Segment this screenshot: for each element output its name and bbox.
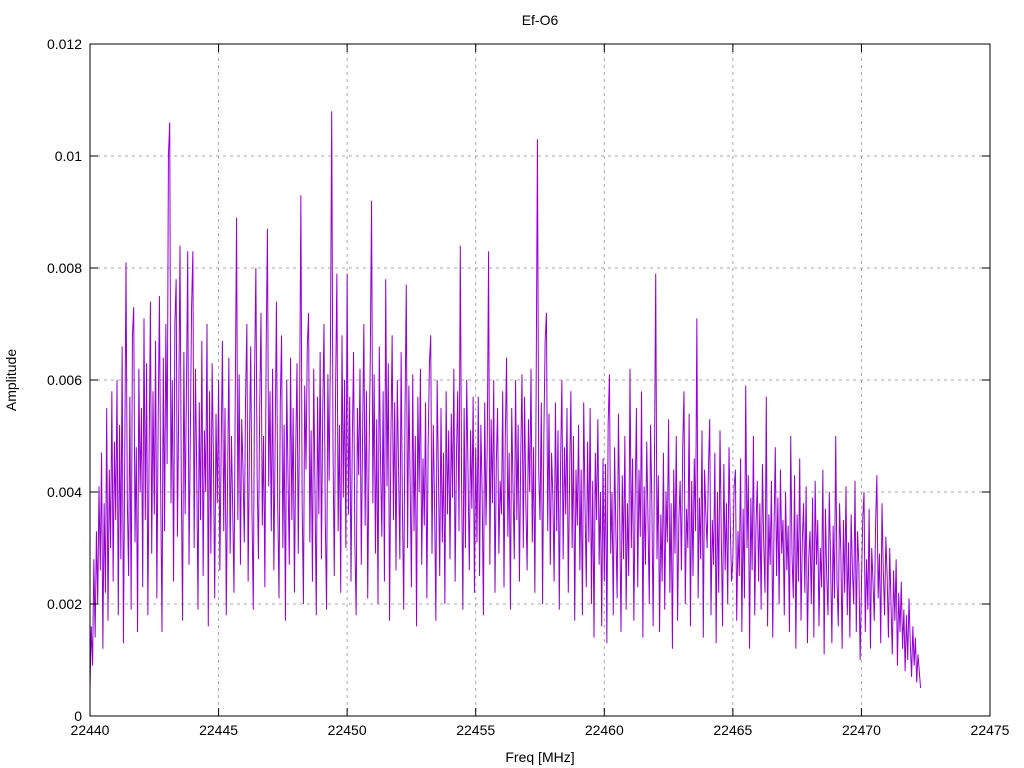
x-axis-label: Freq [MHz] [505,749,574,765]
y-tick-label: 0.008 [47,260,82,276]
chart-title: Ef-O6 [522,12,559,28]
x-tick-label: 22470 [842,722,881,738]
axis-tick-labels: 22440 22445 22450 22455 22460 22465 22470 22475… [47,36,1010,738]
x-tick-label: 22450 [328,722,367,738]
x-tick-label: 22445 [199,722,238,738]
x-tick-label: 22475 [971,722,1010,738]
x-tick-label: 22455 [456,722,495,738]
grid [90,44,990,716]
x-tick-label: 22465 [713,722,752,738]
axis-ticks [89,43,991,717]
y-tick-label: 0.012 [47,36,82,52]
y-tick-label: 0.004 [47,484,82,500]
y-tick-label: 0.01 [55,148,82,164]
trace-layer [89,111,922,689]
y-tick-label: 0.002 [47,596,82,612]
y-axis-label: Amplitude [3,349,19,411]
x-tick-label: 22440 [71,722,110,738]
x-tick-label: 22460 [585,722,624,738]
spectrum-trace [89,111,922,689]
y-tick-label: 0.006 [47,372,82,388]
y-tick-label: 0 [74,708,82,724]
